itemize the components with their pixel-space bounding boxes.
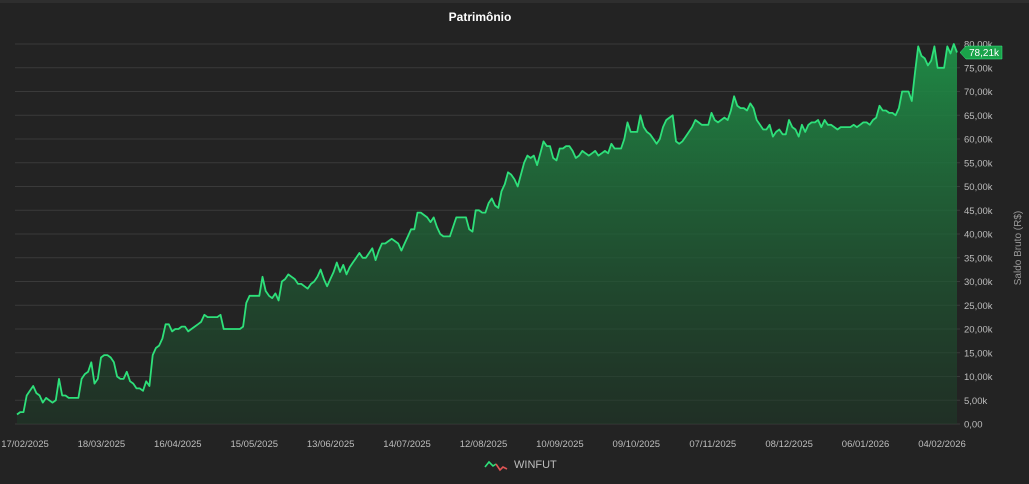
chart-title: Patrimônio	[448, 10, 512, 24]
x-tick-label: 15/05/2025	[230, 439, 278, 450]
y-tick-label: 65,00k	[964, 111, 993, 122]
x-tick-label: 09/10/2025	[613, 439, 661, 450]
y-tick-label: 25,00k	[964, 301, 993, 312]
y-tick-label: 60,00k	[964, 135, 993, 146]
legend-label-winfut: WINFUT	[514, 459, 557, 471]
x-tick-label: 12/08/2025	[460, 439, 508, 450]
area-layer	[16, 43, 958, 424]
y-tick-label: 35,00k	[964, 253, 993, 264]
y-tick-label: 30,00k	[964, 277, 993, 288]
x-tick-label: 08/12/2025	[765, 439, 813, 450]
y-tick-label: 70,00k	[964, 87, 993, 98]
y-tick-label: 20,00k	[964, 325, 993, 336]
x-tick-label: 10/09/2025	[536, 439, 584, 450]
x-tick-label: 16/04/2025	[154, 439, 202, 450]
x-tick-label: 13/06/2025	[307, 439, 355, 450]
y-axis-ticks: 0,00 5,00k 10,00k 15,00k 20,00k 25,00k 30,00k 3…	[964, 40, 993, 431]
x-tick-label: 18/03/2025	[78, 439, 126, 450]
y-tick-label: 10,00k	[964, 372, 993, 383]
top-border	[0, 0, 1029, 3]
y-tick-label: 40,00k	[964, 230, 993, 241]
series-area-fill	[17, 44, 957, 424]
legend[interactable]: WINFUT	[484, 458, 557, 472]
last-value-badge-bg	[959, 45, 1003, 60]
y-tick-label: 50,00k	[964, 182, 993, 193]
y-tick-label: 75,00k	[964, 63, 993, 74]
y-tick-label: 45,00k	[964, 206, 993, 217]
last-value-badge: 78,21k	[959, 45, 1003, 60]
legend-line-icon	[484, 460, 508, 472]
y-tick-label: 0,00	[964, 420, 983, 431]
last-value-label: 78,21k	[969, 48, 1000, 59]
y-tick-label: 55,00k	[964, 158, 993, 169]
x-tick-label: 17/02/2025	[1, 439, 49, 450]
y-axis-label: Saldo Bruto (R$)	[1013, 211, 1024, 285]
y-tick-label: 5,00k	[964, 396, 987, 407]
series-line-winfut	[16, 43, 958, 416]
y-tick-label: 80,00k	[964, 40, 993, 51]
x-tick-label: 04/02/2026	[918, 439, 966, 450]
x-tick-label: 07/11/2025	[689, 439, 736, 450]
x-tick-label: 14/07/2025	[383, 439, 431, 450]
x-axis-ticks: 17/02/2025 18/03/2025 16/04/2025 15/05/2025…	[1, 439, 966, 450]
x-tick-label: 06/01/2026	[842, 439, 890, 450]
y-tick-label: 15,00k	[964, 348, 993, 359]
